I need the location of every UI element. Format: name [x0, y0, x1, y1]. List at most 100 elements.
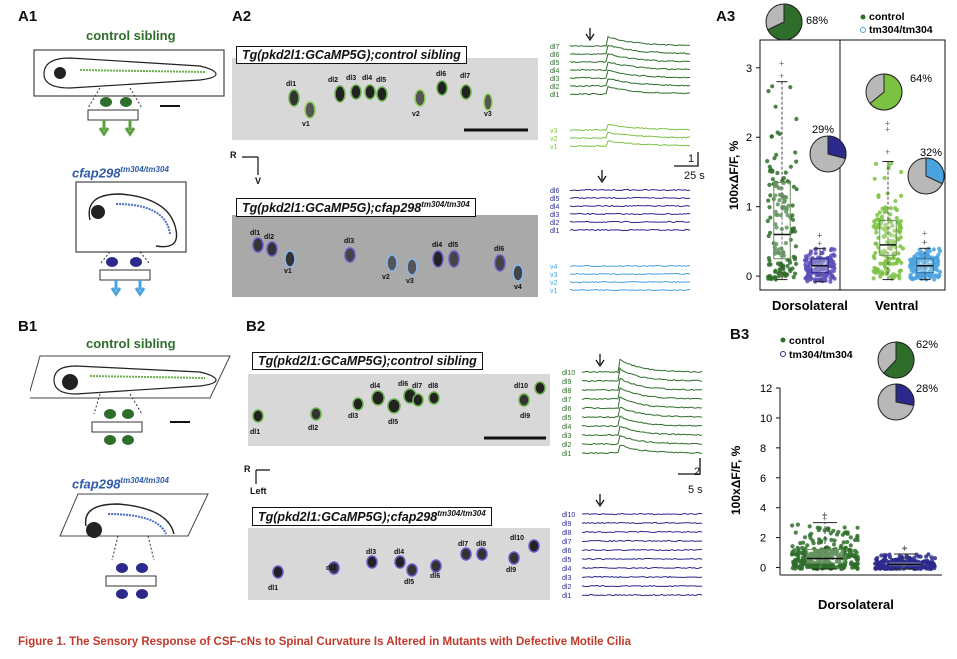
a3-dorsolateral-control-point: [766, 198, 771, 203]
b3-pct-control: 62%: [916, 339, 938, 351]
orient-v-a: V: [255, 176, 262, 186]
trace-b-mut-dl9: [581, 521, 703, 525]
trace-a-ctrl-v-v2: [569, 131, 691, 140]
a3-dorsolateral-mutant-point: [832, 253, 837, 258]
a3-ventral-control-point: [898, 268, 903, 273]
b2-mutant-title-sup: tm304/tm304: [437, 509, 486, 518]
a3-dorsolateral-mutant-outlier: +: [817, 238, 822, 248]
a3-dorsolateral-control-point: [783, 241, 788, 246]
cell-label-dl3: dl3: [366, 549, 376, 556]
b3-control-point: [800, 545, 805, 550]
a3-dorsolateral-control-point: [793, 271, 798, 276]
cell-label-dl5: dl5: [376, 77, 386, 84]
a3-ventral-mutant-point: [932, 274, 937, 279]
a3-dorsolateral-control-point: [769, 276, 774, 282]
scale-b-y: 2: [694, 466, 701, 478]
a3-legend-control: control: [869, 11, 905, 23]
b3-control-point: [802, 535, 808, 540]
cell-label-dl2: dl2: [264, 234, 274, 241]
trace-label-b-ctrl-dl2: dl2: [562, 442, 571, 449]
a3-axes-frame: [759, 39, 946, 291]
cell-label-dl9: dl9: [520, 413, 530, 420]
trace-a-mut-v-v2: [569, 280, 691, 284]
trace-a-mut-dl5: [569, 196, 691, 200]
a3-ventral-control-point: [880, 206, 885, 211]
trace-a-mut-v-v3: [569, 272, 691, 276]
a3-ventral-control-point: [881, 234, 886, 239]
trace-b-mut-dl10: [582, 512, 703, 516]
b3-legend-control: control: [789, 335, 825, 347]
b3-mutant-point: [881, 565, 886, 570]
a3-ventral-control-point: [897, 273, 902, 278]
trace-b-ctrl-dl2: [581, 434, 703, 446]
a3-dorsolateral-control-point: [768, 193, 773, 198]
a3-dorsolateral-mutant-point: [832, 266, 837, 271]
trace-label-b-mut-dl1: dl1: [562, 593, 571, 600]
a3-ventral-control-point: [894, 216, 899, 221]
a3-ventral-control-point: [896, 251, 901, 256]
a3-dorsolateral-mutant-point: [813, 251, 818, 256]
a3-ventral-control-point: [878, 274, 883, 279]
cell-label-v2: v2: [412, 111, 420, 118]
b2-control-cells: dl1 dl2 dl3 dl4 dl5 dl6 dl7 dl8 dl9 dl10: [250, 381, 546, 440]
cell-label-v2: v2: [382, 274, 390, 281]
panel-label-a3: A3: [716, 8, 736, 25]
a3-ventral-mutant-point: [915, 272, 920, 277]
cell-label-dl4: dl4: [394, 549, 404, 556]
cell-label-dl10: dl10: [510, 535, 524, 542]
b3-mutant-point: [915, 566, 920, 571]
a3-pct-v-control: 64%: [910, 73, 932, 85]
a3-ventral-mutant-point: [909, 276, 914, 281]
trace-label-a-mut-dl5: dl5: [550, 196, 559, 203]
a2-mutant-title-sup: tm304/tm304: [421, 200, 470, 209]
a3-ventral-control-point: [873, 161, 879, 166]
b3-control-point: [790, 544, 795, 549]
a3-ventral-mutant-point: [908, 272, 913, 277]
a3-ventral-control-outlier: +: [885, 124, 890, 134]
trace-a-ctrl-dl1: [569, 85, 691, 96]
b3-ytick-label: 12: [760, 383, 772, 395]
a3-dorsolateral-control-point: [782, 199, 787, 204]
a3-pie-v-mutant-slice: [925, 157, 945, 185]
b3-legend-mutant: tm304/tm304: [789, 349, 853, 361]
a3-ventral-control-box: [879, 220, 897, 256]
a3-dorsolateral-control-point: [766, 233, 771, 239]
panel-label-b1: B1: [18, 318, 38, 335]
trace-label-b-mut-dl5: dl5: [562, 557, 571, 564]
b3-control-point: [790, 523, 795, 528]
b1-mutant-gene: cfap298: [72, 476, 121, 492]
a3-dorsolateral-control-point: [781, 176, 786, 181]
a3-dorsolateral-control-point: [768, 215, 773, 220]
trace-b-ctrl-dl9: [581, 367, 703, 383]
a2-mutant-title: Tg(pkd2l1:GCaMP5G);cfap298tm304/tm304: [236, 198, 476, 218]
a3-dorsolateral-mutant-point: [819, 276, 825, 281]
scale-a-x: 25 s: [684, 170, 705, 182]
trace-label-a-ctrl-dl7: dl7: [550, 44, 559, 51]
b3-control-point: [841, 540, 846, 545]
cell-label-dl1: dl1: [250, 429, 260, 436]
a3-dorsolateral-control-point: [786, 203, 791, 208]
a3-dorsolateral-mutant-point: [807, 266, 812, 271]
a3-ventral-control-point: [879, 214, 885, 219]
b1-mutant-larva-diagram: [59, 493, 209, 599]
a3-dorsolateral-control-point: [773, 193, 778, 198]
b3-control-point: [795, 559, 800, 564]
a3-dorsolateral-control-point: [794, 187, 799, 192]
a3-dorsolateral-control-point: [766, 89, 771, 94]
trace-label-a-ctrl-dl5: dl5: [550, 60, 559, 67]
b3-ytick-label: 10: [760, 413, 772, 425]
b3-mutant-outlier: +: [902, 544, 907, 554]
b3-control-point: [818, 540, 823, 545]
b3-control-outlier: +: [822, 509, 827, 519]
a3-ventral-control-point: [891, 261, 896, 266]
cell-label-v4: v4: [514, 284, 522, 291]
b3-mutant-point: [914, 552, 919, 557]
b3-control-point: [854, 557, 859, 562]
a3-dorsolateral-control-point: [776, 250, 781, 255]
b3-control-point: [843, 545, 848, 550]
trace-b-ctrl-dl8: [581, 377, 703, 392]
a3-dorsolateral-mutant-point: [822, 247, 827, 252]
a3-dorsolateral-control-point: [775, 170, 780, 176]
trace-a-ctrl-dl6: [569, 44, 691, 56]
b2-mutant-title-main: Tg(pkd2l1:GCaMP5G);cfap298: [258, 510, 438, 525]
